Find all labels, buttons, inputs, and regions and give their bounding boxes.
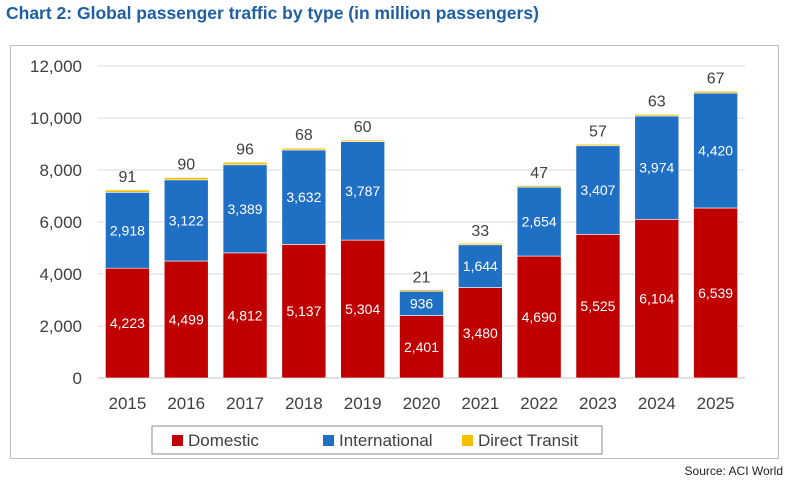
data-label: 4,690: [522, 309, 557, 325]
bar-segment-international: [634, 115, 680, 220]
data-label: 3,974: [639, 160, 674, 176]
x-tick-label: 2024: [638, 394, 676, 413]
bar-segment-international: [575, 145, 621, 235]
x-tick-label: 2020: [403, 394, 441, 413]
data-label-transit: 96: [236, 141, 254, 158]
y-tick-label: 4,000: [39, 265, 82, 284]
bar-segment-direct-transit: [634, 114, 680, 117]
legend: [151, 425, 603, 455]
data-label-transit: 57: [589, 123, 607, 140]
y-tick-label: 2,000: [39, 317, 82, 336]
data-label: 4,223: [110, 315, 145, 331]
bar-segment-direct-transit: [575, 143, 621, 147]
bar-segment-international: [105, 192, 150, 269]
y-tick-label: 10,000: [30, 109, 82, 128]
data-label: 3,122: [169, 212, 204, 228]
data-label-transit: 60: [354, 119, 372, 136]
legend-swatch: [323, 435, 334, 446]
data-label: 6,539: [698, 285, 733, 301]
bar-segment-domestic: [458, 287, 503, 379]
data-label: 3,787: [345, 183, 380, 199]
data-label: 936: [410, 295, 434, 311]
bar-segment-international: [163, 179, 209, 262]
data-label: 3,632: [286, 189, 321, 205]
data-label-transit: 21: [413, 270, 431, 287]
x-tick-label: 2015: [108, 394, 146, 413]
bar-segment-international: [399, 290, 444, 316]
data-label: 4,812: [228, 307, 263, 323]
x-tick-label: 2018: [285, 394, 323, 413]
bar-segment-domestic: [693, 207, 738, 379]
bar-segment-domestic: [281, 244, 327, 379]
bar-segment-domestic: [516, 255, 562, 379]
source-note: Source: ACI World: [684, 464, 783, 478]
bar-segment-international: [458, 244, 503, 288]
data-label: 2,918: [110, 222, 145, 238]
bar-segment-direct-transit: [516, 185, 562, 188]
bar-segment-domestic: [222, 252, 268, 379]
data-label-transit: 90: [177, 157, 195, 174]
data-label-transit: 33: [471, 223, 489, 240]
data-label: 3,407: [580, 182, 615, 198]
bar-segment-direct-transit: [399, 289, 444, 292]
data-label-transit: 68: [295, 127, 313, 144]
legend-swatch: [462, 435, 473, 446]
data-label: 3,389: [228, 201, 263, 217]
x-tick-label: 2019: [344, 394, 382, 413]
bar-segment-domestic: [575, 234, 621, 379]
bar-segment-domestic: [340, 239, 385, 379]
y-tick-label: 0: [73, 369, 82, 388]
x-tick-label: 2022: [520, 394, 558, 413]
bar-segment-international: [693, 92, 738, 209]
legend-swatch: [172, 435, 183, 446]
bar-segment-direct-transit: [163, 177, 209, 181]
data-label: 5,137: [286, 303, 321, 319]
data-label: 4,499: [169, 312, 204, 328]
y-tick-label: 6,000: [39, 213, 82, 232]
bar-segment-international: [222, 164, 268, 254]
bar-segment-international: [340, 141, 385, 241]
data-label-transit: 67: [707, 70, 725, 87]
data-label: 3,480: [463, 325, 498, 341]
y-tick-label: 12,000: [30, 57, 82, 76]
data-label: 6,104: [639, 291, 674, 307]
data-label: 5,525: [580, 298, 615, 314]
data-label-transit: 63: [648, 93, 666, 110]
bar-segment-domestic: [105, 267, 150, 379]
data-label: 2,401: [404, 339, 439, 355]
data-label: 2,654: [522, 214, 557, 230]
x-tick-label: 2021: [461, 394, 499, 413]
data-label: 4,420: [698, 143, 733, 159]
x-tick-label: 2023: [579, 394, 617, 413]
x-tick-label: 2017: [226, 394, 264, 413]
bar-segment-international: [516, 186, 562, 257]
x-tick-label: 2016: [167, 394, 205, 413]
bar-segment-direct-transit: [281, 147, 327, 151]
bar-segment-direct-transit: [222, 161, 268, 166]
chart-title: Chart 2: Global passenger traffic by typ…: [6, 3, 539, 23]
legend-label: Domestic: [188, 431, 259, 450]
data-label: 5,304: [345, 301, 380, 317]
data-label-transit: 91: [119, 169, 137, 186]
data-label: 1,644: [463, 258, 498, 274]
data-label-transit: 47: [530, 165, 548, 182]
legend-label: Direct Transit: [478, 431, 578, 450]
legend-label: International: [339, 431, 433, 450]
x-tick-label: 2025: [697, 394, 735, 413]
bar-segment-direct-transit: [693, 91, 738, 94]
bar-segment-direct-transit: [105, 189, 150, 193]
bar-segment-direct-transit: [458, 242, 503, 246]
bar-segment-domestic: [163, 260, 209, 379]
bar-segment-direct-transit: [340, 139, 385, 142]
bar-segment-international: [281, 149, 327, 245]
y-tick-label: 8,000: [39, 161, 82, 180]
